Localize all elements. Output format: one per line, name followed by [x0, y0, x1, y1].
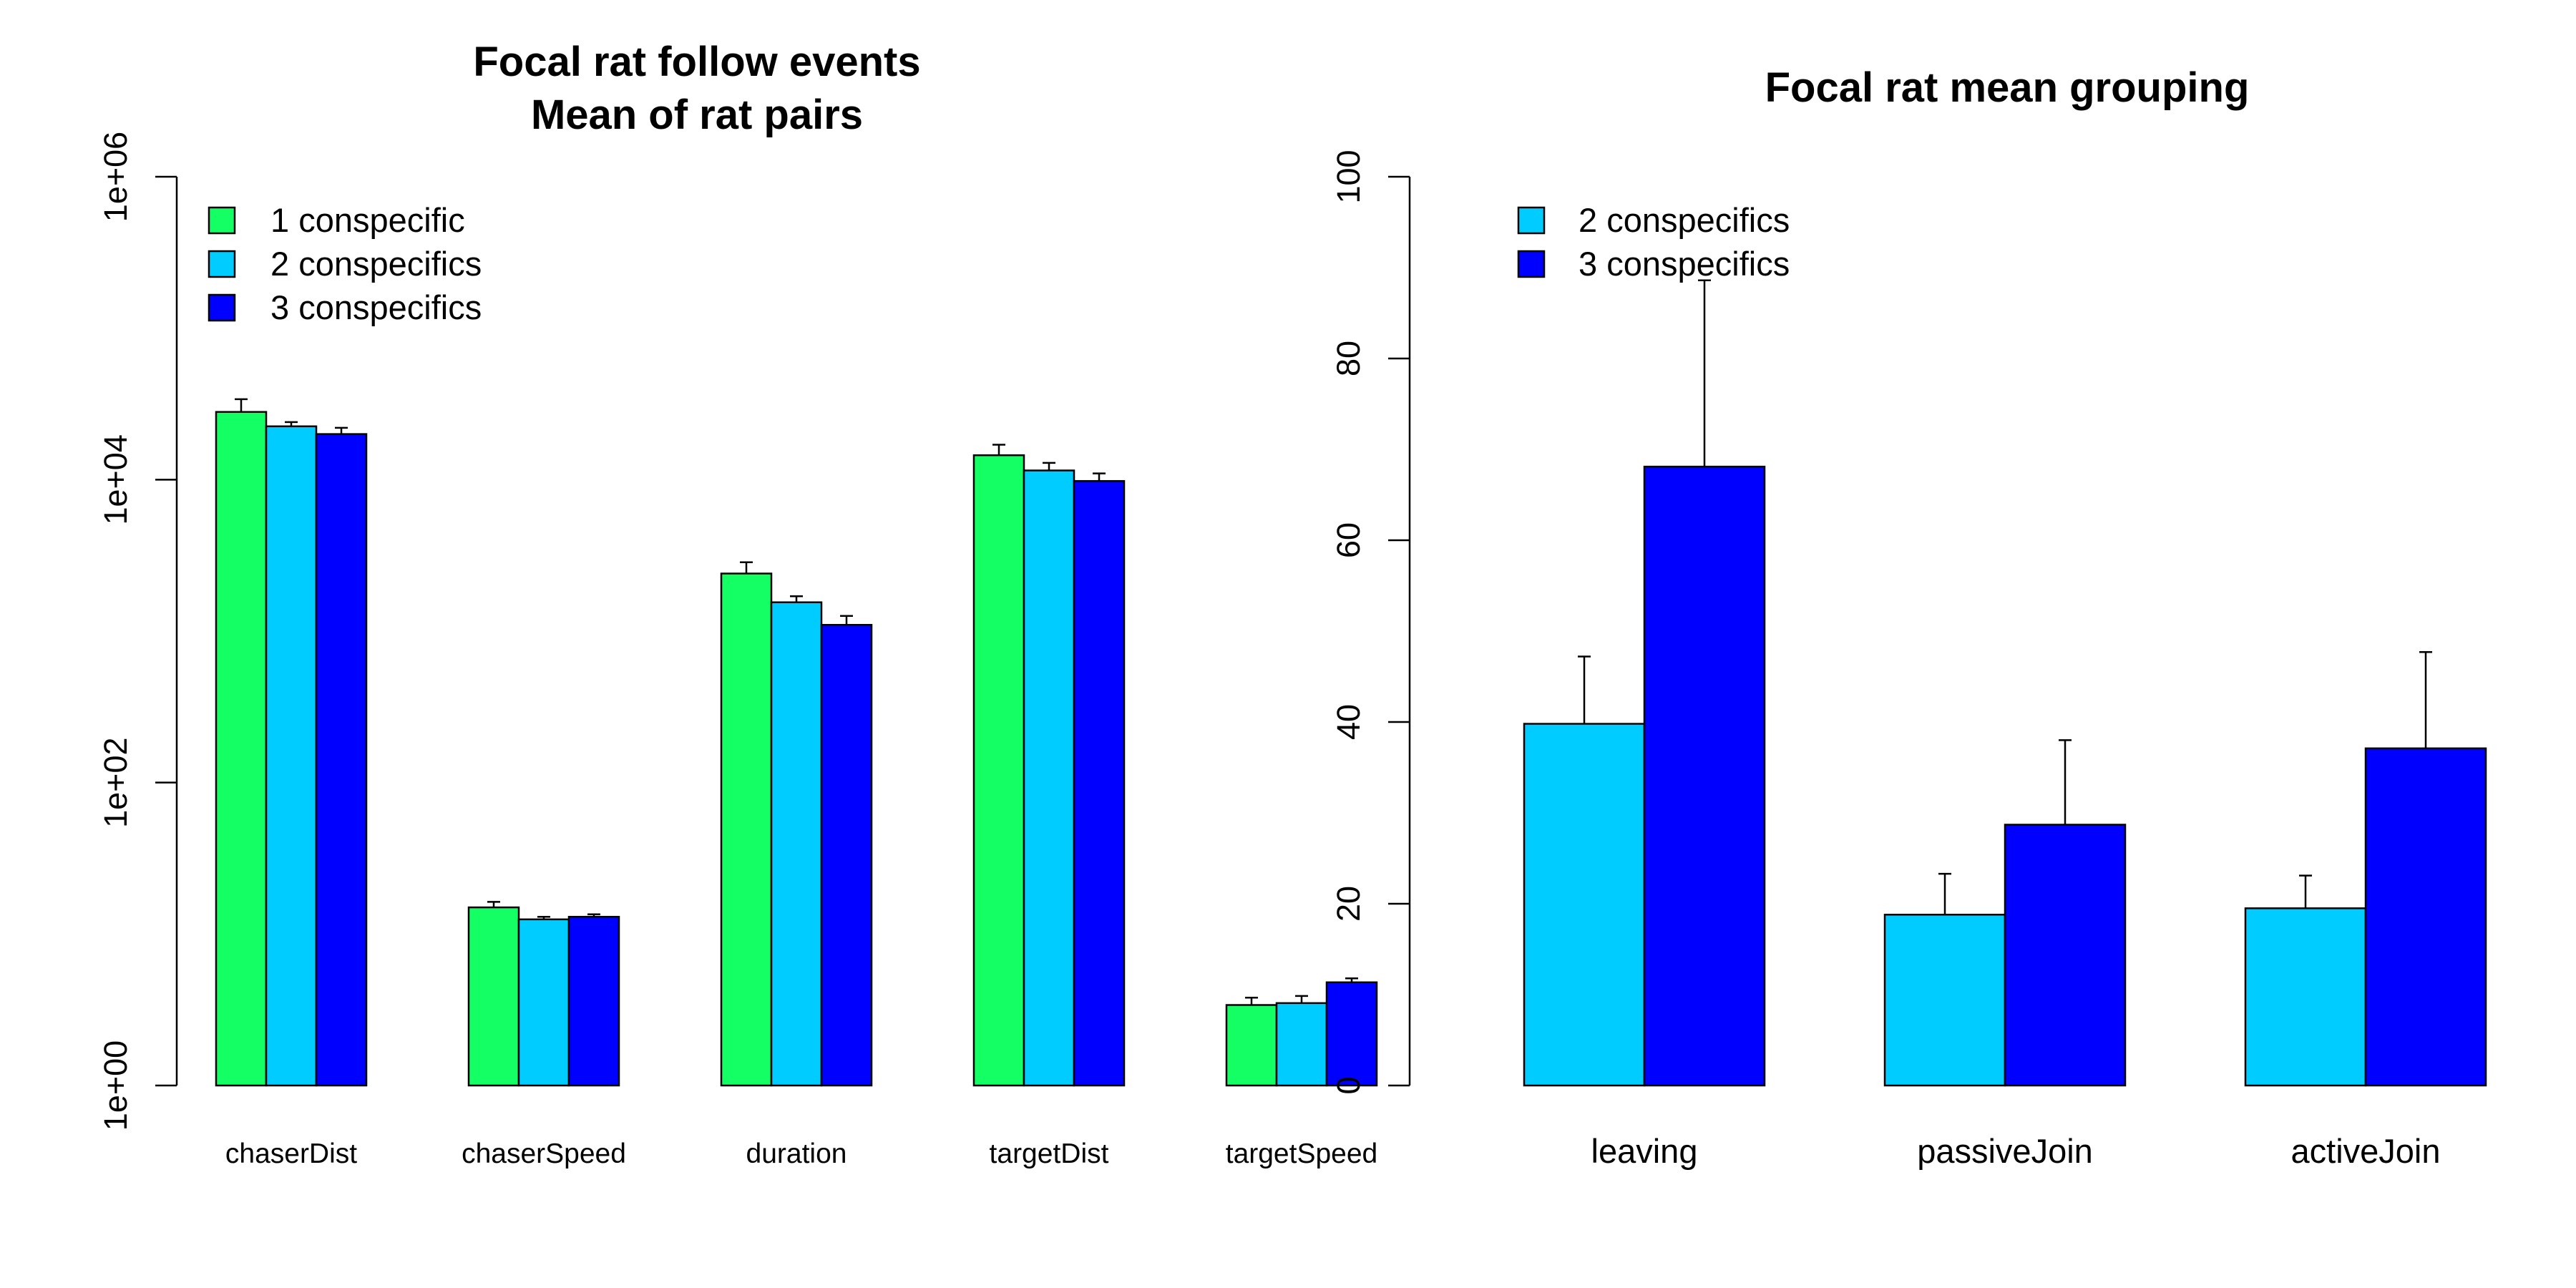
- y-tick-label: 20: [1330, 886, 1367, 922]
- y-axis: 0 20 40 60 80 100: [1330, 150, 1411, 1095]
- y-axis: 1e+00 1e+02 1e+04 1e+06: [97, 132, 178, 1131]
- bar: [467, 906, 520, 1087]
- y-tick-label: 1e+06: [97, 132, 134, 222]
- x-category-label: activeJoin: [2291, 1132, 2441, 1170]
- error-bars: [1578, 279, 2432, 915]
- legend-label: 1 conspecific: [270, 201, 465, 239]
- x-category-label: passiveJoin: [1917, 1132, 2093, 1170]
- x-category-label: leaving: [1591, 1132, 1698, 1170]
- bar: [770, 601, 823, 1087]
- legend: 1 conspecific 2 conspecifics 3 conspecific…: [208, 201, 482, 326]
- bar: [972, 454, 1025, 1087]
- x-category-labels: chaserDist chaserSpeed duration targetDist t…: [225, 1138, 1377, 1169]
- x-category-label: chaserDist: [225, 1138, 357, 1169]
- bar: [1523, 723, 1646, 1087]
- y-tick-label: 1e+02: [97, 737, 134, 827]
- y-tick-label: 40: [1330, 704, 1367, 740]
- legend-label: 2 conspecifics: [270, 245, 482, 283]
- bar: [1225, 1004, 1278, 1087]
- bar: [517, 918, 570, 1087]
- bar: [2364, 747, 2487, 1087]
- bar: [1883, 913, 2006, 1087]
- bar: [2244, 907, 2367, 1087]
- legend-swatch: [208, 250, 236, 278]
- error-bars: [235, 398, 1358, 1005]
- bar: [1643, 465, 1766, 1087]
- bar: [567, 915, 620, 1087]
- y-tick-label: 100: [1330, 150, 1367, 203]
- bar: [315, 433, 368, 1087]
- bar: [1275, 1002, 1328, 1087]
- chart-subtitle: Mean of rat pairs: [531, 92, 863, 138]
- legend-swatch: [1517, 206, 1546, 235]
- bar: [1023, 469, 1075, 1087]
- bar: [720, 572, 773, 1087]
- bar: [820, 623, 873, 1087]
- bars: [1523, 465, 2487, 1087]
- chart-mean-grouping: Focal rat mean grouping 0 20 40 60 80 100 lea…: [1330, 64, 2487, 1170]
- bar: [215, 411, 268, 1087]
- chart-title: Focal rat follow events: [473, 39, 920, 85]
- legend-label: 2 conspecifics: [1579, 201, 1790, 239]
- chart-follow-events: Focal rat follow events Mean of rat pair…: [97, 39, 1377, 1169]
- y-tick-label: 60: [1330, 522, 1367, 558]
- x-category-label: targetDist: [990, 1138, 1109, 1169]
- x-category-labels: leaving passiveJoin activeJoin: [1591, 1132, 2441, 1170]
- bar: [265, 425, 318, 1087]
- y-tick-label: 1e+04: [97, 434, 134, 525]
- legend-swatch: [208, 206, 236, 235]
- x-category-label: duration: [746, 1138, 847, 1169]
- y-tick-label: 80: [1330, 341, 1367, 376]
- bar: [2004, 824, 2127, 1087]
- legend-label: 3 conspecifics: [1579, 245, 1790, 283]
- legend: 2 conspecifics 3 conspecifics: [1517, 201, 1790, 283]
- chart-title: Focal rat mean grouping: [1765, 64, 2250, 111]
- legend-swatch: [208, 293, 236, 322]
- y-tick-label: 1e+00: [97, 1040, 134, 1131]
- legend-swatch: [1517, 250, 1546, 278]
- x-category-label: targetSpeed: [1226, 1138, 1378, 1169]
- legend-label: 3 conspecifics: [270, 288, 482, 326]
- bar: [1325, 981, 1378, 1087]
- y-tick-label: 0: [1330, 1076, 1367, 1094]
- x-category-label: chaserSpeed: [462, 1138, 626, 1169]
- bar: [1073, 479, 1126, 1087]
